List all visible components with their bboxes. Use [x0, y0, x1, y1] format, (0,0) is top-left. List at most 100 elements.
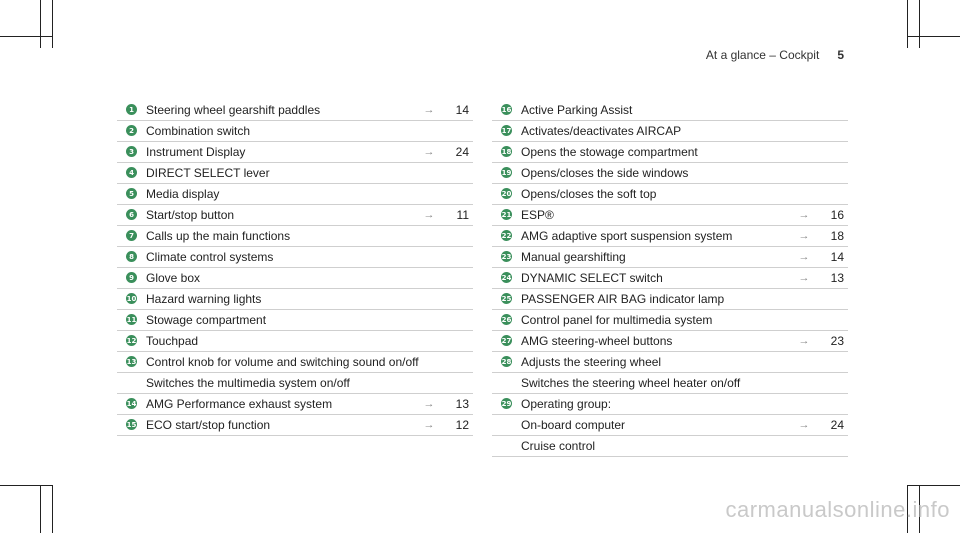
page-reference[interactable]: 16	[830, 208, 844, 222]
item-number-badge: 28	[501, 356, 512, 367]
legend-row: 11 Stowage compartment	[117, 310, 473, 331]
legend-row: 25 PASSENGER AIR BAG indicator lamp	[492, 289, 848, 310]
item-label: Operating group:	[521, 397, 612, 411]
page-reference[interactable]: 24	[455, 145, 469, 159]
item-label: AMG steering-wheel buttons	[521, 334, 673, 348]
right-legend-list: 16 Active Parking Assist 17 Activates/deact…	[492, 100, 848, 457]
item-label: Active Parking Assist	[521, 103, 633, 117]
item-number-badge: 14	[126, 398, 137, 409]
legend-row: 17 Activates/deactivates AIRCAP	[492, 121, 848, 142]
item-number-badge: 6	[126, 209, 137, 220]
legend-row: Switches the steering wheel heater on/of…	[492, 373, 848, 394]
legend-row: 7 Calls up the main functions	[117, 226, 473, 247]
item-number-badge: 3	[126, 146, 137, 157]
item-label: AMG Performance exhaust system	[146, 397, 333, 411]
item-label: DYNAMIC SELECT switch	[521, 271, 663, 285]
item-label: Combination switch	[146, 124, 251, 138]
item-number-badge: 25	[501, 293, 512, 304]
item-label: ECO start/stop function	[146, 418, 271, 432]
item-number-badge: 18	[501, 146, 512, 157]
item-label: Opens/closes the soft top	[521, 187, 657, 201]
page-reference[interactable]: 14	[455, 103, 469, 117]
page-reference[interactable]: 11	[456, 208, 469, 222]
legend-row: 27 AMG steering-wheel buttons → 23	[492, 331, 848, 352]
item-number-badge: 16	[501, 104, 512, 115]
item-number-badge: 10	[126, 293, 137, 304]
page-header: At a glance – Cockpit 5	[706, 48, 844, 62]
legend-row: 23 Manual gearshifting → 14	[492, 247, 848, 268]
item-label: On-board computer	[521, 418, 626, 432]
item-label: ESP®	[521, 208, 554, 222]
legend-row: Cruise control	[492, 436, 848, 457]
legend-row: 9 Glove box	[117, 268, 473, 289]
crop-mark	[0, 36, 52, 37]
legend-row: 20 Opens/closes the soft top	[492, 184, 848, 205]
page-reference[interactable]: 23	[830, 334, 844, 348]
item-label: Instrument Display	[146, 145, 246, 159]
arrow-right-icon: →	[423, 104, 435, 116]
legend-row: 19 Opens/closes the side windows	[492, 163, 848, 184]
legend-row: 4 DIRECT SELECT lever	[117, 163, 473, 184]
item-number-badge: 7	[126, 230, 137, 241]
crop-mark	[919, 0, 920, 48]
item-number-badge: 15	[126, 419, 137, 430]
arrow-right-icon: →	[423, 398, 435, 410]
page-reference[interactable]: 12	[455, 418, 469, 432]
legend-row: On-board computer → 24	[492, 415, 848, 436]
page-title: At a glance – Cockpit	[705, 48, 820, 62]
item-number-badge: 4	[126, 167, 137, 178]
legend-row: 10 Hazard warning lights	[117, 289, 473, 310]
legend-row: 3 Instrument Display → 24	[117, 142, 473, 163]
item-number-badge: 29	[501, 398, 512, 409]
item-label: AMG adaptive sport suspension system	[521, 229, 733, 243]
item-label: Control panel for multimedia system	[521, 313, 713, 327]
legend-row: 22 AMG adaptive sport suspension system → 1…	[492, 226, 848, 247]
arrow-right-icon: →	[423, 146, 435, 158]
arrow-right-icon: →	[798, 230, 810, 242]
item-label: Activates/deactivates AIRCAP	[521, 124, 682, 138]
item-label: Glove box	[146, 271, 201, 285]
item-label: Opens/closes the side windows	[521, 166, 689, 180]
item-number-badge: 1	[126, 104, 137, 115]
legend-row: 18 Opens the stowage compartment	[492, 142, 848, 163]
page-reference[interactable]: 13	[455, 397, 469, 411]
legend-row: 21 ESP® → 16	[492, 205, 848, 226]
item-label: Climate control systems	[146, 250, 274, 264]
item-number-badge: 13	[126, 356, 137, 367]
crop-mark	[40, 0, 41, 48]
legend-row: 16 Active Parking Assist	[492, 100, 848, 121]
item-label: PASSENGER AIR BAG indicator lamp	[521, 292, 725, 306]
item-label: Calls up the main functions	[146, 229, 291, 243]
legend-row: 6 Start/stop button → 11	[117, 205, 473, 226]
page-reference[interactable]: 24	[830, 418, 844, 432]
item-number-badge: 23	[501, 251, 512, 262]
item-label: Hazard warning lights	[146, 292, 262, 306]
crop-mark	[52, 485, 53, 533]
item-label: Start/stop button	[146, 208, 235, 222]
legend-row: 8 Climate control systems	[117, 247, 473, 268]
legend-row: 1 Steering wheel gearshift paddles → 14	[117, 100, 473, 121]
item-label: Opens the stowage compartment	[521, 145, 698, 159]
item-number-badge: 19	[501, 167, 512, 178]
item-label: Adjusts the steering wheel	[521, 355, 662, 369]
crop-mark	[52, 0, 53, 48]
item-label: Steering wheel gearshift paddles	[146, 103, 321, 117]
item-label: DIRECT SELECT lever	[146, 166, 270, 180]
page-reference[interactable]: 18	[830, 229, 844, 243]
page-reference[interactable]: 14	[830, 250, 844, 264]
crop-mark	[907, 485, 908, 533]
arrow-right-icon: →	[798, 419, 810, 431]
item-label: Media display	[146, 187, 220, 201]
item-number-badge: 20	[501, 188, 512, 199]
item-number-badge: 17	[501, 125, 512, 136]
item-number-badge: 12	[126, 335, 137, 346]
legend-row: Switches the multimedia system on/off	[117, 373, 473, 394]
item-label: Control knob for volume and switching so…	[146, 355, 419, 369]
watermark: carmanualsonline.info	[725, 497, 950, 522]
item-label: Manual gearshifting	[521, 250, 626, 264]
crop-mark	[40, 485, 41, 533]
item-number-badge: 21	[501, 209, 512, 220]
item-number-badge: 22	[501, 230, 512, 241]
item-label: Stowage compartment	[146, 313, 267, 327]
page-reference[interactable]: 13	[830, 271, 844, 285]
